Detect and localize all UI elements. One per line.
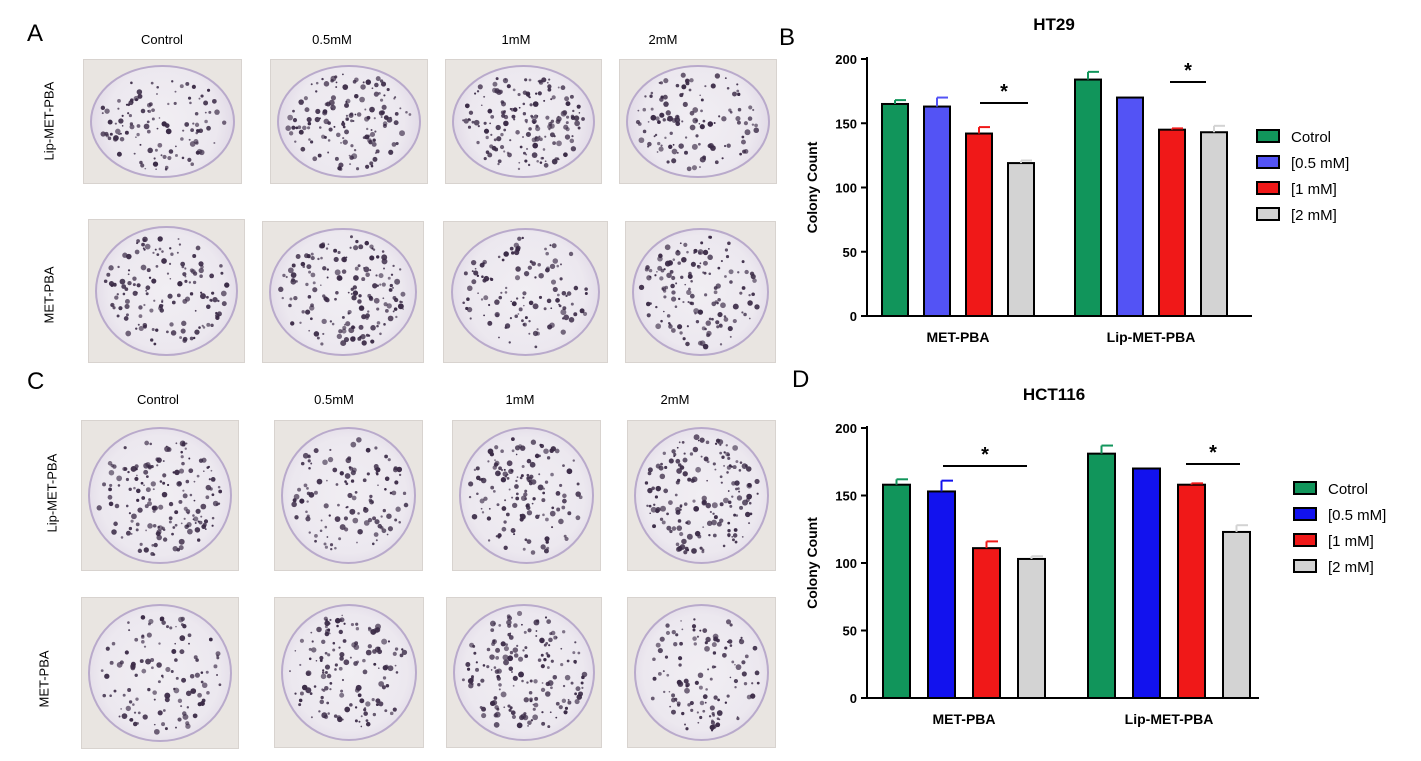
b-legend-swatch-1 [1256, 155, 1280, 169]
b-legend-label-2: [1 mM] [1291, 181, 1337, 198]
b-bar-1-2 [1158, 128, 1186, 317]
b-legend-swatch-3 [1256, 207, 1280, 221]
plate-photo-a-met-1mm [443, 221, 608, 363]
plate-photo-c-met-0.5mm [274, 597, 424, 748]
plate-photo-a-lip-2mm [619, 59, 777, 184]
b-bar-0-0 [881, 102, 909, 317]
d-y-tick-label-0: 0 [850, 691, 857, 706]
plate-photo-c-met-1mm [446, 597, 602, 748]
plate-photo-a-met-control [88, 219, 245, 363]
d-legend-label-2: [1 mM] [1328, 533, 1374, 550]
b-y-axis-label: Colony Count [804, 141, 820, 233]
d-y-tick-label-3: 150 [835, 489, 857, 504]
b-bar-1-1 [1116, 96, 1144, 317]
plate-photo-c-lip-0.5mm [274, 420, 423, 571]
d-bar-0-3 [1017, 557, 1046, 699]
b-bar-1-0 [1074, 78, 1102, 317]
col-label-0.5mm-c: 0.5mM [314, 392, 354, 407]
col-label-1mm-c: 1mM [505, 392, 535, 407]
row-label-lip-met-pba-a: Lip-MET-PBA [41, 81, 57, 161]
b-legend-swatch-2 [1256, 181, 1280, 195]
d-bar-1-1 [1132, 467, 1161, 699]
d-bar-0-0 [882, 483, 911, 699]
d-y-axis-label: Colony Count [804, 517, 820, 609]
b-sig-star-0: * [1000, 81, 1008, 103]
b-x-tick-label-1: Lip-MET-PBA [1107, 329, 1196, 345]
plate-photo-c-lip-control [81, 420, 239, 571]
d-sig-star-0: * [981, 444, 989, 466]
chart-hct116: HCT116 Colony Count 0 50 100 150 200 MET-PBA * Li… [790, 370, 1421, 756]
d-bar-1-0 [1087, 452, 1116, 700]
b-legend-label-0: Cotrol [1291, 129, 1331, 146]
row-label-met-pba-c: MET-PBA [36, 650, 52, 708]
d-y-tick-label-4: 200 [835, 421, 857, 436]
b-sig-star-1: * [1184, 60, 1192, 82]
b-bar-1-3 [1200, 131, 1228, 317]
b-chart-title: HT29 [1033, 15, 1075, 34]
d-bar-1-3 [1222, 530, 1251, 699]
plate-photo-a-lip-1mm [445, 59, 602, 184]
d-y-tick-label-1: 50 [843, 624, 857, 639]
b-y-tick-label-0: 0 [850, 309, 857, 324]
b-y-tick-label-1: 50 [843, 245, 857, 260]
d-sig-star-1: * [1209, 442, 1217, 464]
d-legend-swatch-0 [1293, 481, 1317, 495]
b-y-tick-label-3: 150 [835, 116, 857, 131]
b-y-tick-label-4: 200 [835, 52, 857, 67]
b-y-tick-label-2: 100 [835, 181, 857, 196]
plate-photo-c-met-2mm [627, 597, 776, 748]
d-bar-1-2 [1177, 483, 1206, 699]
panel-letter-b: B [779, 24, 796, 51]
panel-letter-c: C [27, 368, 45, 395]
row-label-met-pba-a: MET-PBA [41, 266, 57, 324]
d-legend-label-3: [2 mM] [1328, 559, 1374, 576]
plate-photo-c-lip-1mm [452, 420, 601, 571]
d-x-tick-label-1: Lip-MET-PBA [1125, 711, 1214, 727]
d-bar-0-1 [927, 490, 956, 699]
col-label-control-a: Control [141, 32, 183, 47]
plate-photo-c-met-control [81, 597, 239, 749]
b-legend-swatch-0 [1256, 129, 1280, 143]
d-legend-swatch-1 [1293, 507, 1317, 521]
plate-photo-c-lip-2mm [627, 420, 776, 571]
d-legend-label-0: Cotrol [1328, 481, 1368, 498]
b-x-tick-label-0: MET-PBA [927, 329, 990, 345]
b-bar-0-3 [1007, 162, 1035, 317]
col-label-1mm-a: 1mM [501, 32, 531, 47]
row-label-lip-met-pba-c: Lip-MET-PBA [44, 453, 60, 533]
col-label-2mm-a: 2mM [648, 32, 678, 47]
b-legend-label-3: [2 mM] [1291, 207, 1337, 224]
d-bar-0-2 [972, 547, 1001, 699]
plate-photo-a-lip-0.5mm [270, 59, 428, 184]
chart-b-svg: HT29 Colony Count 0 50 100 150 200 MET-PBA * Lip-… [804, 15, 1349, 345]
d-y-tick-label-2: 100 [835, 556, 857, 571]
chart-d-svg: HCT116 Colony Count 0 50 100 150 200 MET-PBA * Li… [804, 385, 1386, 727]
col-label-0.5mm-a: 0.5mM [312, 32, 352, 47]
b-legend-label-1: [0.5 mM] [1291, 155, 1349, 172]
plate-photo-a-met-2mm [625, 221, 776, 363]
chart-ht29: HT29 Colony Count 0 50 100 150 200 MET-PBA * Lip-… [790, 0, 1421, 365]
panel-letter-a: A [27, 20, 44, 47]
d-x-tick-label-0: MET-PBA [933, 711, 996, 727]
d-legend-swatch-3 [1293, 559, 1317, 573]
d-legend-swatch-2 [1293, 533, 1317, 547]
d-chart-title: HCT116 [1023, 385, 1085, 404]
plate-photo-a-lip-control [83, 59, 242, 184]
panel-letter-d: D [792, 366, 810, 393]
d-legend-label-1: [0.5 mM] [1328, 507, 1386, 524]
b-bar-0-1 [923, 105, 951, 317]
col-label-control-c: Control [137, 392, 179, 407]
plate-photo-a-met-0.5mm [262, 221, 424, 363]
b-bar-0-2 [965, 132, 993, 317]
col-label-2mm-c: 2mM [660, 392, 690, 407]
